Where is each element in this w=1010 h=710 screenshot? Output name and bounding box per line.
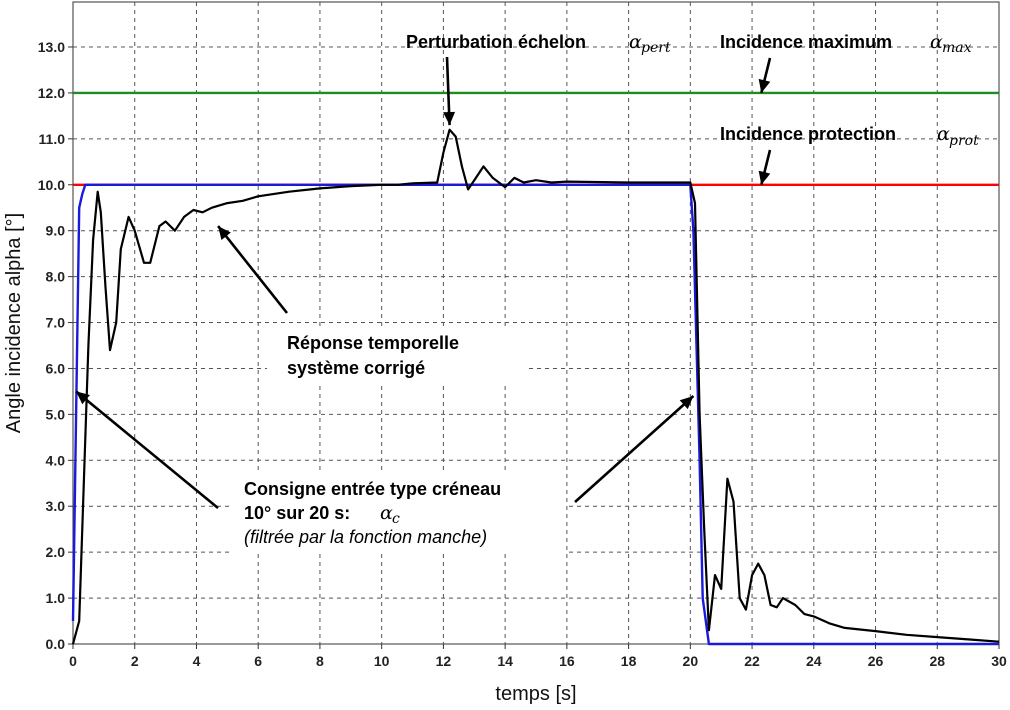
annotation-incidence-max: Incidence maximum α max: [720, 31, 972, 56]
y-tick-label: 3.0: [46, 498, 66, 514]
svg-text:max: max: [942, 40, 972, 56]
y-tick-label: 10.0: [38, 177, 65, 193]
svg-text:c: c: [392, 511, 400, 527]
svg-text:Perturbation échelon: Perturbation échelon: [406, 32, 586, 52]
annotation-incidence-protection: Incidence protection α prot: [720, 123, 979, 149]
x-tick-label: 24: [806, 653, 822, 669]
x-tick-label: 22: [744, 653, 760, 669]
arrow-incidence-max-head: [758, 78, 771, 93]
y-tick-label: 13.0: [38, 39, 65, 55]
x-tick-label: 0: [69, 653, 77, 669]
svg-text:Réponse temporelle: Réponse temporelle: [287, 333, 459, 353]
y-tick-label: 12.0: [38, 85, 65, 101]
x-axis-label: temps [s]: [495, 683, 576, 705]
arrow-consigne-left: [75, 390, 219, 510]
x-tick-label: 12: [436, 653, 452, 669]
annotation-response: Réponse temporelle système corrigé: [287, 333, 459, 378]
svg-text:Consigne entrée type créneau: Consigne entrée type créneau: [244, 479, 501, 499]
x-tick-labels: 0 2 4 6 8 10 12 14 16 18 20 22 24 26 28 30: [69, 644, 1007, 669]
x-tick-label: 18: [621, 653, 637, 669]
y-tick-label: 11.0: [39, 131, 66, 147]
svg-text:Incidence maximum: Incidence maximum: [720, 32, 892, 52]
arrow-consigne-right-head: [679, 396, 694, 410]
arrow-consigne-left-head: [76, 391, 90, 405]
x-tick-label: 10: [374, 653, 390, 669]
y-tick-label: 1.0: [46, 590, 66, 606]
svg-text:système corrigé: système corrigé: [287, 358, 425, 378]
x-tick-label: 14: [497, 653, 513, 669]
y-tick-label: 4.0: [46, 452, 66, 468]
svg-text:α: α: [930, 31, 943, 53]
y-tick-label: 2.0: [46, 544, 66, 560]
x-tick-label: 28: [929, 653, 945, 669]
svg-text:(filtrée par la fonction manch: (filtrée par la fonction manche): [244, 527, 487, 547]
y-tick-label: 9.0: [46, 223, 66, 239]
arrow-incidence-protection-head: [758, 170, 771, 185]
y-tick-label: 7.0: [46, 315, 66, 331]
series-line-response: [71, 128, 1000, 645]
x-tick-label: 30: [991, 653, 1007, 669]
x-tick-label: 4: [193, 653, 201, 669]
y-tick-labels: 0.0 1.0 2.0 3.0 4.0 5.0 6.0 7.0 8.0 9.0 10.0 11.0 12…: [38, 39, 73, 652]
x-tick-label: 26: [868, 653, 884, 669]
ann-box-response: [267, 326, 527, 382]
x-tick-label: 8: [316, 653, 324, 669]
svg-text:α: α: [380, 502, 393, 524]
ann-box-consigne: [233, 474, 565, 554]
y-tick-label: 0.0: [46, 636, 66, 652]
svg-text:prot: prot: [949, 133, 979, 149]
x-tick-label: 16: [559, 653, 575, 669]
svg-text:pert: pert: [641, 40, 671, 56]
annotation-consigne: Consigne entrée type créneau 10° sur 20 …: [244, 479, 501, 547]
y-tick-label: 6.0: [46, 360, 66, 376]
grid: [73, 2, 999, 644]
arrow-perturbation-head: [443, 111, 456, 126]
annotation-arrows: [75, 56, 772, 510]
svg-text:α: α: [629, 31, 642, 53]
arrow-consigne-right: [574, 395, 695, 503]
arrow-response: [217, 225, 289, 314]
y-tick-label: 5.0: [46, 406, 66, 422]
arrow-response-head: [218, 226, 231, 241]
x-tick-label: 20: [683, 653, 699, 669]
series-lines: [71, 91, 1000, 646]
svg-text:10° sur 20 s:: 10° sur 20 s:: [244, 503, 350, 523]
series-line-consigne: [71, 183, 999, 646]
y-axis-label: Angle incidence alpha [°]: [3, 213, 25, 433]
svg-text:α: α: [937, 123, 950, 145]
x-tick-label: 2: [131, 653, 139, 669]
svg-text:Incidence protection: Incidence protection: [720, 124, 896, 144]
x-tick-label: 6: [254, 653, 262, 669]
y-tick-label: 8.0: [46, 269, 66, 285]
annotation-perturbation: Perturbation échelon α pert: [406, 31, 671, 56]
